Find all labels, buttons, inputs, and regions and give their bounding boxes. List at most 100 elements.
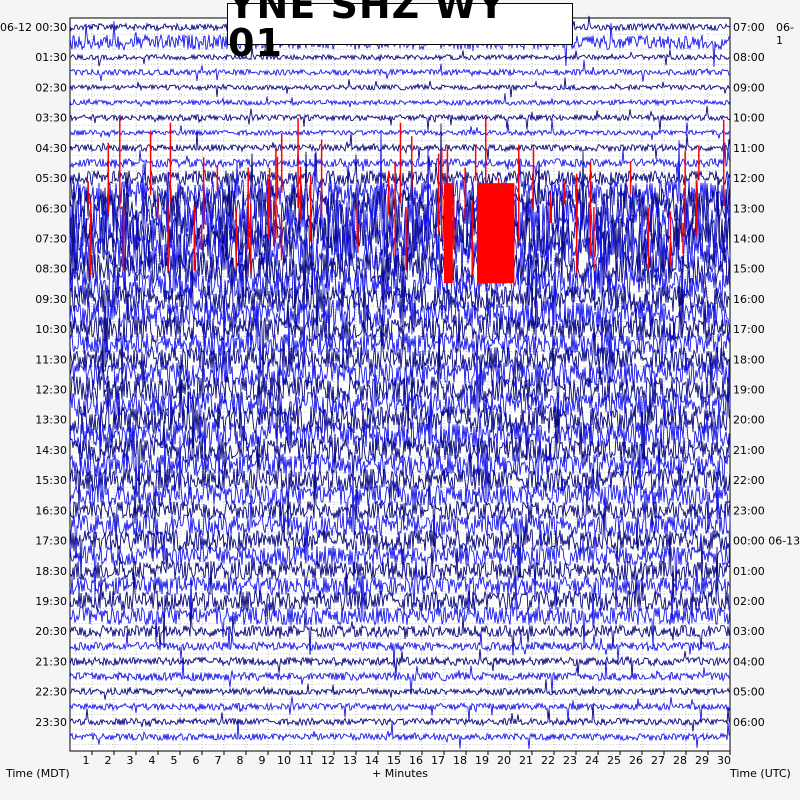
seismic-trace: [69, 703, 731, 732]
right-time-label: 14:00: [733, 232, 765, 245]
x-tick-label: 25: [607, 754, 621, 767]
left-time-label: 08:30: [35, 263, 67, 276]
left-time-label: 11:30: [35, 353, 67, 366]
seismic-trace: [69, 257, 731, 372]
seismic-trace: [69, 508, 731, 580]
seismic-trace: [69, 436, 731, 533]
left-time-label: 01:30: [35, 51, 67, 64]
left-time-label: 14:30: [35, 444, 67, 457]
right-time-label: 19:00: [733, 384, 765, 397]
right-time-label: 08:00: [733, 51, 765, 64]
left-time-label: 23:30: [35, 716, 67, 729]
seismic-trace: [70, 46, 731, 67]
clipped-signal: [477, 183, 515, 284]
x-tick-label: 22: [541, 754, 555, 767]
x-tick-label: 12: [321, 754, 335, 767]
left-date-label: 06-12: [0, 21, 32, 34]
left-time-label: 12:30: [35, 384, 67, 397]
seismic-trace: [69, 105, 731, 132]
x-tick-label: 27: [651, 754, 665, 767]
seismic-trace: [69, 625, 731, 668]
x-tick-label: 3: [127, 754, 134, 767]
right-time-label: 18:00: [733, 353, 765, 366]
left-time-label: 16:30: [35, 504, 67, 517]
seismic-trace: [69, 306, 731, 411]
seismic-trace: [69, 572, 731, 650]
seismic-trace: [69, 145, 731, 312]
right-axis-title: Time (UTC): [730, 767, 791, 780]
left-time-label: 18:30: [35, 565, 67, 578]
seismic-trace: [69, 606, 731, 656]
left-time-label: 04:30: [35, 142, 67, 155]
right-time-label: 13:00: [733, 202, 765, 215]
seismic-trace: [69, 189, 731, 336]
right-time-labels: 07:00 08:00 09:00 10:00 11:00 12:00 13:00 14:00…: [733, 21, 800, 729]
seismic-trace: [69, 251, 731, 368]
right-time-label: 03:00: [733, 625, 765, 638]
right-time-label: 06:00: [733, 716, 765, 729]
left-time-label: 03:30: [35, 112, 67, 125]
seismic-trace: [69, 93, 731, 108]
right-time-label: 15:00: [733, 263, 765, 276]
right-date-label: 06-1: [776, 21, 794, 47]
seismic-trace: [69, 151, 731, 341]
right-time-label: 21:00: [733, 444, 765, 457]
right-time-label: 05:00: [733, 686, 765, 699]
seismic-traces: [69, 10, 731, 749]
seismic-trace: [69, 77, 731, 98]
seismic-trace: [69, 516, 731, 598]
seismic-trace: [69, 343, 731, 469]
left-axis-title: Time (MDT): [6, 767, 70, 780]
right-time-label: 00:00 06-13: [733, 535, 800, 548]
left-time-label: 10:30: [35, 323, 67, 336]
seismic-trace: [69, 59, 731, 82]
seismic-trace: [69, 557, 731, 627]
station-title: YNE SHZ WY 01: [228, 0, 506, 65]
x-tick-label: 30: [717, 754, 731, 767]
right-time-label: 02:00: [733, 595, 765, 608]
x-axis-title: + Minutes: [372, 767, 429, 780]
x-tick-label: 26: [629, 754, 643, 767]
seismic-trace: [69, 679, 731, 700]
seismic-trace: [69, 659, 731, 694]
seismic-trace: [69, 300, 731, 382]
left-time-label: 06:30: [35, 202, 67, 215]
minute-tick-labels: 1 2 3 4 5 6 7 8 9 10 11 12 13 14 15 16 17 18 19 20 21 22 23 24 2…: [83, 751, 731, 767]
x-tick-label: 21: [519, 754, 533, 767]
x-tick-label: 9: [259, 754, 266, 767]
x-tick-label: 29: [695, 754, 709, 767]
x-tick-label: 5: [171, 754, 178, 767]
seismic-trace: [69, 472, 731, 581]
right-time-label: 16:00: [733, 293, 765, 306]
x-tick-label: 17: [431, 754, 445, 767]
left-time-label: 07:30: [35, 232, 67, 245]
x-tick-label: 24: [585, 754, 599, 767]
left-time-label: 21:30: [35, 655, 67, 668]
station-title-box: YNE SHZ WY 01: [227, 0, 573, 62]
left-time-label: 20:30: [35, 625, 67, 638]
left-time-label: 00:30: [35, 21, 67, 34]
x-tick-label: 18: [453, 754, 467, 767]
x-tick-label: 4: [149, 754, 156, 767]
x-tick-label: 8: [237, 754, 244, 767]
minute-grid: [70, 18, 730, 751]
left-time-label: 17:30: [35, 535, 67, 548]
right-time-label: 09:00: [733, 81, 765, 94]
seismic-trace: [69, 546, 731, 649]
seismic-trace: [69, 18, 731, 67]
clipped-signal-overlays: [87, 117, 725, 284]
right-time-label: 04:00: [733, 655, 765, 668]
x-tick-label: 13: [343, 754, 357, 767]
left-time-label: 09:30: [35, 293, 67, 306]
right-time-label: 12:00: [733, 172, 765, 185]
x-tick-label: 10: [277, 754, 291, 767]
x-tick-label: 7: [215, 754, 222, 767]
clipped-signal: [444, 183, 453, 284]
left-time-label: 22:30: [35, 686, 67, 699]
right-time-label: 07:00: [733, 21, 765, 34]
left-time-labels: 00:30 01:30 02:30 03:30 04:30 05:30 06:30 07:30…: [35, 21, 67, 729]
x-tick-label: 23: [563, 754, 577, 767]
right-time-label: 22:00: [733, 474, 765, 487]
x-tick-label: 6: [193, 754, 200, 767]
